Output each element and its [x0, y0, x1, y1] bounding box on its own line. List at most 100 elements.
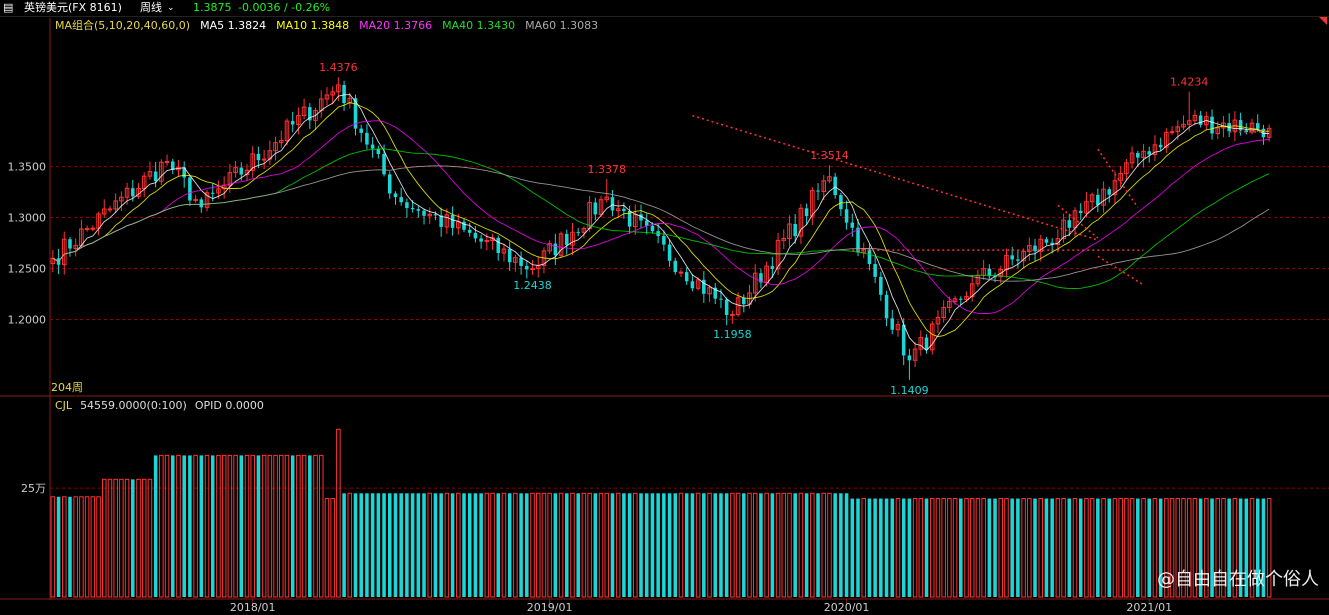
volume-bar [981, 498, 986, 598]
volume-bar [695, 492, 701, 598]
candle-body [382, 153, 386, 175]
volume-bar [1129, 498, 1135, 598]
candle-body [1141, 150, 1146, 159]
candle-body [929, 323, 935, 351]
volume-bar [182, 455, 186, 597]
ma-layer [52, 94, 1270, 352]
volume-bar [507, 493, 512, 597]
candle-body [1067, 220, 1072, 228]
volume-indicator-selector[interactable]: CJL [55, 399, 73, 412]
candle-body [336, 84, 341, 93]
candle-body [1016, 259, 1020, 261]
volume-bar [804, 493, 809, 597]
volume-bar [707, 492, 712, 598]
candle-body [565, 233, 569, 246]
candle-body [73, 244, 78, 250]
volume-bar [895, 498, 901, 598]
candle-body [188, 177, 192, 201]
volume-bar [993, 498, 997, 597]
candle-body [227, 172, 233, 186]
candle-body [702, 279, 706, 294]
volume-bar [1038, 498, 1044, 598]
volume-bar [278, 454, 284, 598]
x-tick-label: 2021/01 [1126, 601, 1172, 614]
candle-body [210, 192, 215, 194]
x-tick-label: 2020/01 [824, 601, 870, 614]
candle-body [576, 232, 580, 234]
candle-body [850, 222, 855, 228]
volume-bar [787, 492, 792, 598]
volume-bar [267, 454, 273, 598]
volume-bar [1164, 498, 1169, 598]
candle-body [558, 233, 564, 256]
candle-body [827, 176, 832, 182]
opid-value: OPID 0.0000 [194, 399, 264, 412]
candle-body [290, 121, 295, 125]
candle-body [199, 199, 204, 208]
chevron-down-icon[interactable]: ⌄ [167, 3, 175, 13]
volume-bar [650, 493, 655, 597]
volume-bar [627, 493, 632, 597]
volume-bar [171, 455, 175, 597]
candle-body [422, 210, 426, 216]
volume-bar [221, 454, 227, 598]
volume-bar [1210, 498, 1214, 597]
volume-bar [1152, 498, 1158, 598]
volume-bar [336, 428, 341, 598]
candle-body [473, 232, 478, 239]
volume-bar [56, 496, 61, 597]
volume-bar [912, 498, 918, 598]
candle-body [50, 257, 56, 264]
candle-body [742, 297, 746, 305]
extreme-label: 1.4234 [1170, 76, 1209, 89]
volume-bar [781, 492, 787, 598]
instrument-name[interactable]: 英镑美元(FX 8161) [24, 1, 122, 14]
volume-bar [673, 493, 678, 597]
volume-bar [519, 493, 523, 597]
volume-bar [444, 492, 450, 598]
volume-bar [587, 492, 592, 598]
volume-bar [141, 478, 147, 598]
volume-bar [798, 492, 804, 598]
volume-bar [581, 492, 587, 598]
volume-bar [941, 498, 946, 598]
volume-bar [759, 493, 763, 597]
candle-body [547, 243, 552, 252]
candle-body [639, 214, 643, 221]
volume-bar [690, 493, 695, 597]
candle-body [1249, 122, 1255, 133]
candle-body [365, 132, 369, 145]
volume-value: 54559.0000(0:100) [80, 399, 187, 412]
volume-bar [604, 492, 610, 598]
extreme-label: 1.1409 [890, 384, 929, 397]
volume-bar [975, 498, 981, 598]
candle-body [171, 161, 175, 170]
volume-bar [770, 493, 775, 597]
volume-bar [998, 498, 1004, 598]
volume-bar [1124, 498, 1129, 598]
ma-group-label[interactable]: MA组合(5,10,20,40,60,0) [55, 19, 191, 32]
title-bar: ▤ 英镑美元(FX 8161) 周线 ⌄ 1.3875 -0.0036 / -0… [0, 0, 1329, 17]
candle-body [484, 240, 490, 243]
period-selector[interactable]: 周线 [140, 1, 162, 14]
candle-body [308, 107, 312, 121]
candle-body [890, 318, 895, 330]
candle-body [530, 268, 535, 271]
candle-body [964, 295, 969, 301]
candle-body [844, 209, 849, 223]
volume-bar [1089, 498, 1095, 598]
candle-body [993, 276, 997, 278]
volume-bar [330, 498, 335, 598]
volume-bar [952, 498, 958, 598]
candle-body [216, 188, 221, 194]
candle-body [256, 153, 261, 161]
volume-bar [370, 493, 375, 597]
candle-body [918, 337, 924, 350]
candle-body [239, 167, 244, 175]
candle-body [804, 208, 809, 217]
volume-bar [1050, 498, 1054, 597]
volume-bar [1158, 498, 1163, 597]
candle-body [501, 248, 507, 254]
menu-icon[interactable]: ▤ [3, 1, 14, 14]
candle-body [1186, 120, 1192, 125]
